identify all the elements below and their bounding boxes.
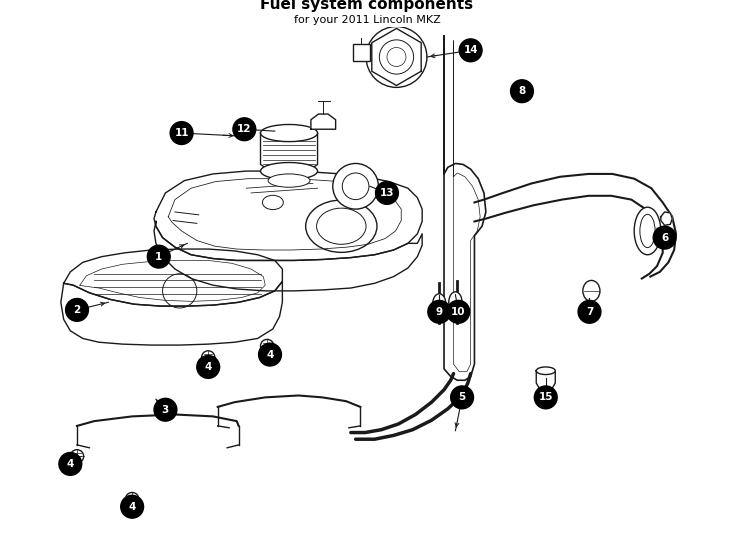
Circle shape: [126, 492, 139, 506]
Text: 9: 9: [436, 307, 443, 317]
Polygon shape: [154, 221, 422, 291]
Circle shape: [366, 26, 427, 87]
Text: 5: 5: [459, 393, 465, 402]
Text: 6: 6: [661, 233, 668, 242]
Polygon shape: [444, 36, 486, 380]
Text: 4: 4: [266, 349, 274, 360]
Ellipse shape: [634, 207, 661, 255]
Polygon shape: [661, 212, 672, 225]
Circle shape: [451, 386, 473, 409]
Circle shape: [261, 339, 274, 353]
Circle shape: [578, 300, 601, 323]
Polygon shape: [311, 114, 335, 129]
Circle shape: [534, 386, 557, 409]
Ellipse shape: [268, 174, 310, 187]
Polygon shape: [154, 171, 422, 260]
Circle shape: [428, 300, 451, 323]
Circle shape: [197, 355, 219, 379]
Circle shape: [511, 80, 534, 103]
Text: 2: 2: [73, 305, 81, 315]
Circle shape: [653, 226, 676, 249]
Text: 12: 12: [237, 124, 252, 134]
Text: 4: 4: [128, 502, 136, 512]
Text: 13: 13: [379, 188, 394, 198]
Text: for your 2011 Lincoln MKZ: for your 2011 Lincoln MKZ: [294, 15, 440, 25]
Circle shape: [154, 399, 177, 421]
Circle shape: [170, 122, 193, 145]
Text: 1: 1: [155, 252, 162, 262]
Circle shape: [233, 118, 255, 140]
Circle shape: [376, 181, 399, 204]
Circle shape: [333, 164, 379, 209]
Text: 10: 10: [451, 307, 465, 317]
Ellipse shape: [263, 195, 283, 210]
Text: 14: 14: [463, 45, 478, 55]
Ellipse shape: [432, 294, 446, 315]
Text: 15: 15: [539, 393, 553, 402]
Text: 8: 8: [518, 86, 526, 96]
Ellipse shape: [261, 125, 318, 141]
Circle shape: [120, 495, 144, 518]
Circle shape: [202, 351, 215, 364]
Circle shape: [459, 39, 482, 62]
Polygon shape: [261, 127, 318, 174]
Text: Fuel system components: Fuel system components: [261, 0, 473, 12]
Text: 11: 11: [175, 128, 189, 138]
Circle shape: [258, 343, 281, 366]
Circle shape: [59, 453, 81, 475]
Polygon shape: [61, 281, 283, 345]
Circle shape: [65, 299, 88, 321]
Polygon shape: [537, 371, 555, 390]
Ellipse shape: [537, 367, 555, 375]
Text: 4: 4: [67, 459, 74, 469]
Polygon shape: [64, 249, 283, 306]
Text: 3: 3: [161, 405, 169, 415]
Ellipse shape: [448, 292, 462, 313]
Ellipse shape: [583, 280, 600, 301]
Circle shape: [447, 300, 470, 323]
Circle shape: [70, 450, 84, 463]
Bar: [353, 44, 370, 61]
Ellipse shape: [261, 163, 318, 180]
Text: 4: 4: [205, 362, 212, 372]
Text: 7: 7: [586, 307, 593, 317]
Circle shape: [148, 245, 170, 268]
